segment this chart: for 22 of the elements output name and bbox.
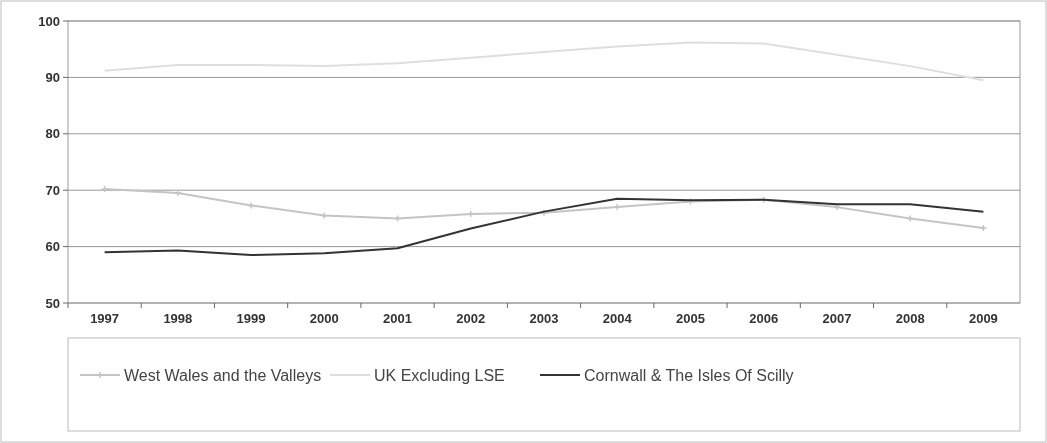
x-tick-label: 2007	[822, 311, 852, 326]
x-tick-label: 2000	[309, 311, 339, 326]
legend-label: West Wales and the Valleys	[124, 366, 322, 384]
x-tick-label: 2003	[529, 311, 559, 326]
x-tick-label: 2005	[676, 311, 705, 326]
x-tick-label: 2002	[456, 311, 486, 326]
legend-label: UK Excluding LSE	[374, 366, 505, 384]
x-tick-label: 1999	[236, 311, 266, 326]
y-tick-label: 60	[45, 239, 60, 255]
x-tick-label: 1998	[163, 311, 193, 326]
x-tick-label: 1997	[90, 311, 120, 326]
y-tick-label: 80	[45, 126, 60, 142]
x-tick-label: 2006	[749, 311, 779, 326]
legend-label: Cornwall & The Isles Of Scilly	[584, 366, 794, 384]
y-tick-label: 50	[45, 295, 60, 311]
y-tick-label: 100	[38, 13, 60, 29]
x-tick-label: 2001	[383, 311, 412, 326]
x-tick-label: 2004	[602, 311, 633, 326]
x-tick-label: 2009	[968, 311, 998, 326]
y-tick-label: 70	[45, 182, 60, 198]
x-tick-label: 2008	[895, 311, 925, 326]
y-tick-label: 90	[45, 69, 60, 85]
